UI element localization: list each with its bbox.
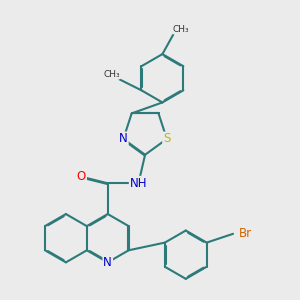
Text: Br: Br <box>239 227 252 240</box>
Text: S: S <box>163 133 170 146</box>
Text: NH: NH <box>130 177 147 190</box>
Text: CH₃: CH₃ <box>103 70 120 79</box>
Text: N: N <box>103 256 112 269</box>
Text: O: O <box>77 170 86 183</box>
Text: CH₃: CH₃ <box>173 25 190 34</box>
Text: N: N <box>119 133 128 146</box>
